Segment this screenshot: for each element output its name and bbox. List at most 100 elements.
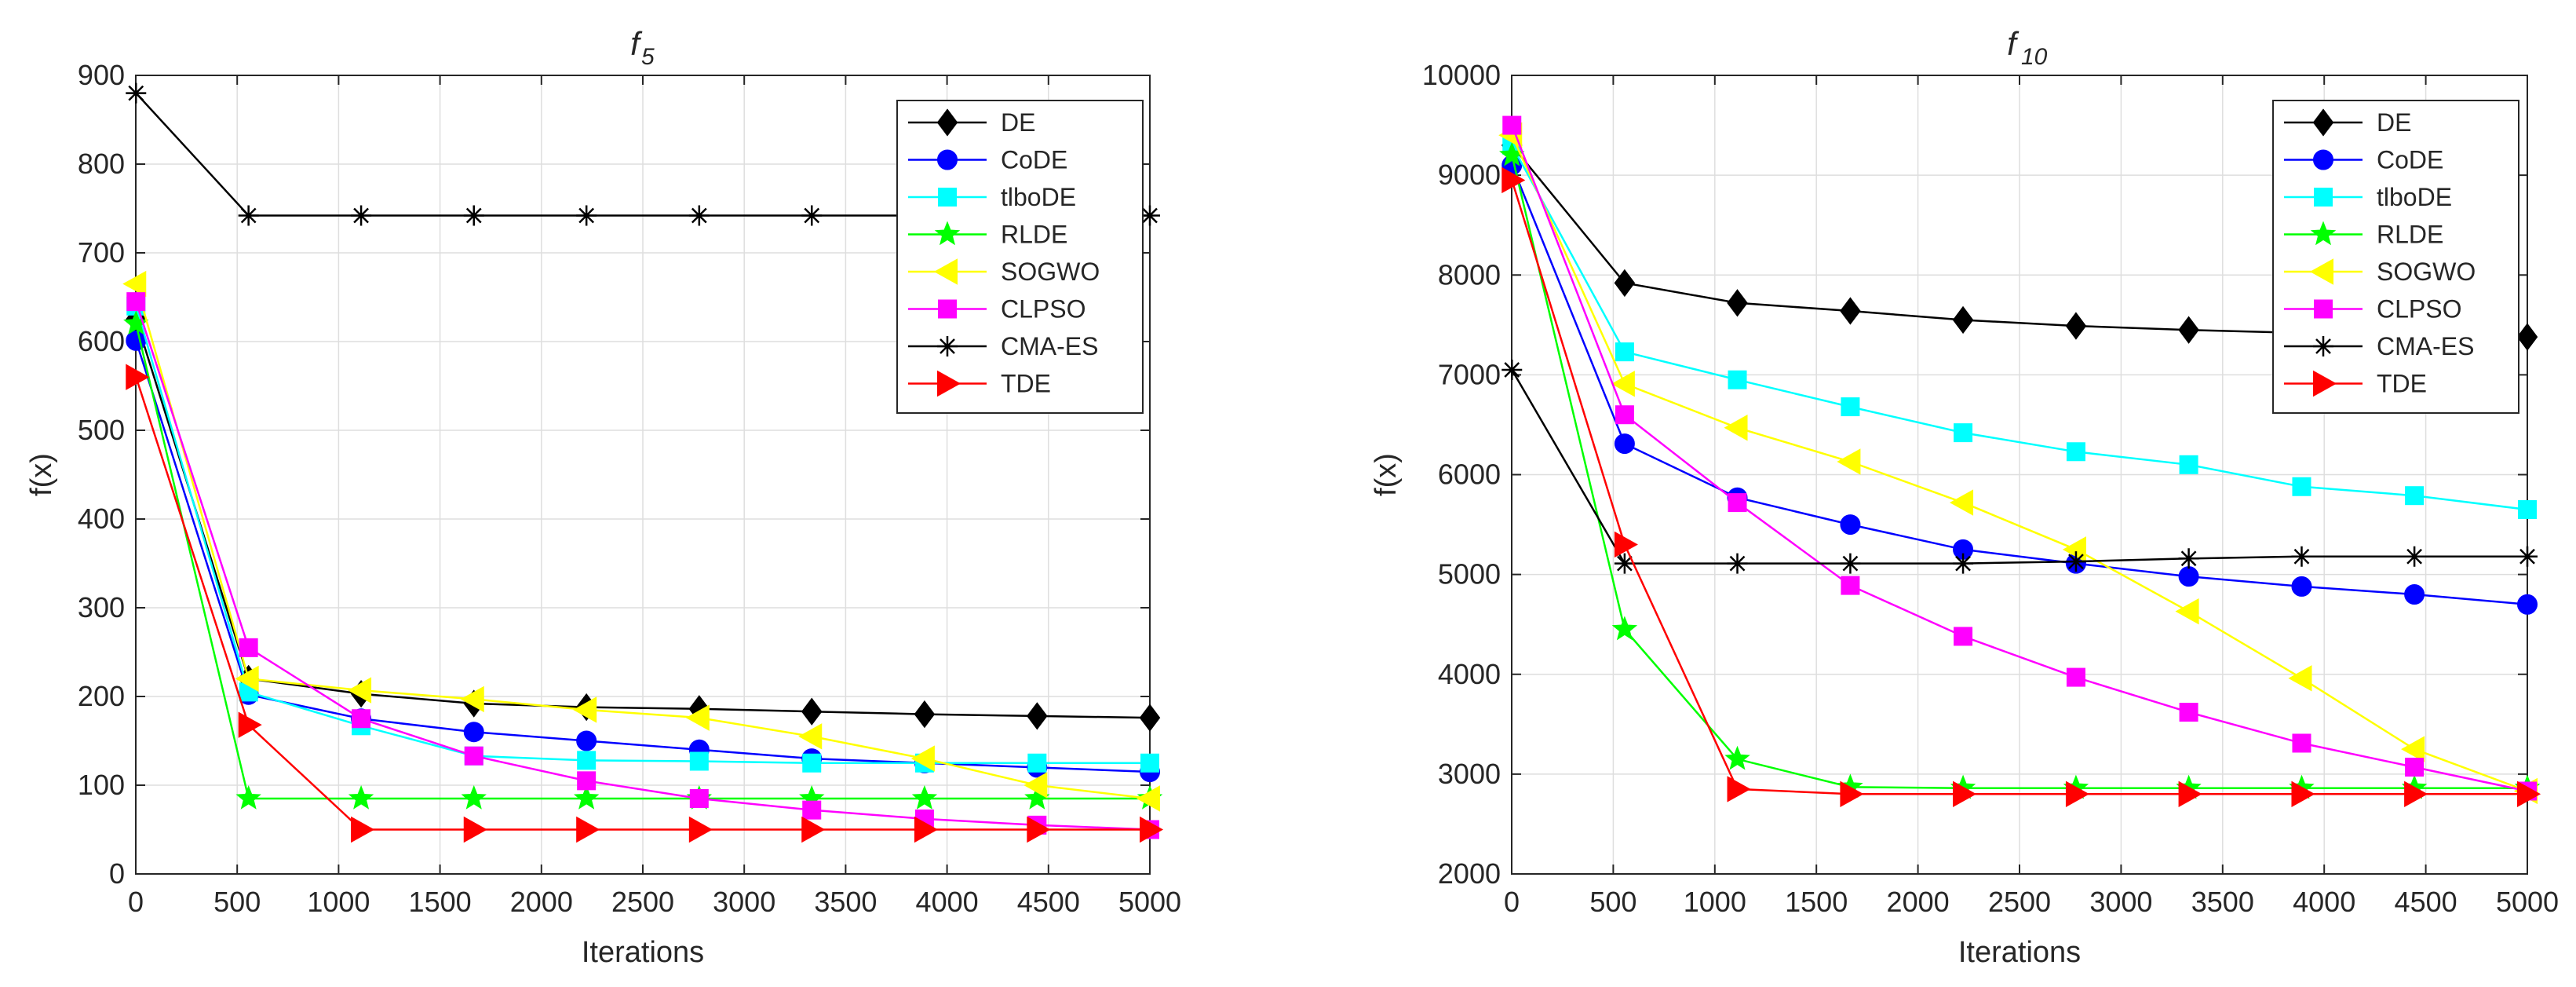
data-point-tde bbox=[126, 364, 150, 390]
series-line-tlbode bbox=[1511, 144, 2528, 511]
legend-label-de: DE bbox=[1001, 108, 1035, 137]
data-point-clpso bbox=[2292, 733, 2311, 753]
data-point-rlde bbox=[1724, 745, 1750, 770]
data-point-de bbox=[1727, 289, 1748, 317]
x-axis-label: Iterations bbox=[582, 936, 704, 969]
data-point-cma-es bbox=[688, 205, 710, 226]
data-point-tde bbox=[2291, 780, 2315, 807]
data-point-clpso bbox=[1615, 405, 1634, 425]
legend-marker-clpso bbox=[938, 299, 957, 319]
series-line-sogwo bbox=[1511, 134, 2528, 792]
legend-marker-clpso bbox=[2314, 299, 2333, 319]
legend-label-sogwo: SOGWO bbox=[2377, 258, 2476, 286]
x-tick-label: 1500 bbox=[1785, 886, 1848, 918]
data-point-tde bbox=[463, 816, 487, 843]
data-point-code bbox=[2517, 594, 2538, 615]
legend-label-cma-es: CMA-ES bbox=[1001, 332, 1098, 360]
x-tick-label: 3500 bbox=[2191, 886, 2254, 918]
data-point-cma-es bbox=[2291, 546, 2312, 567]
legend: DE CoDE tlboDE RLDE SOGWO CLPSO CMA-ES TDE bbox=[896, 100, 1144, 414]
legend-marker-tlbode bbox=[938, 188, 957, 207]
data-point-clpso bbox=[802, 800, 822, 820]
series-tde bbox=[126, 364, 1164, 843]
x-tick-label: 4000 bbox=[2293, 886, 2355, 918]
data-point-tlbode bbox=[1728, 370, 1747, 389]
data-point-rlde bbox=[461, 784, 487, 810]
data-point-clpso bbox=[239, 638, 258, 657]
legend-marker-sogwo bbox=[933, 258, 958, 285]
legend-marker-sogwo bbox=[2309, 258, 2333, 285]
data-point-clpso bbox=[352, 709, 371, 729]
series-cma-es bbox=[1501, 360, 2538, 574]
data-point-clpso bbox=[2066, 667, 2085, 687]
x-tick-label: 2000 bbox=[1887, 886, 1950, 918]
x-tick-label: 0 bbox=[1504, 886, 1520, 918]
data-point-tde bbox=[2065, 780, 2090, 807]
legend-label-tde: TDE bbox=[2377, 370, 2427, 398]
data-point-code bbox=[2178, 566, 2199, 587]
chart-title-subscript: 10 bbox=[2021, 44, 2048, 70]
data-point-tlbode bbox=[2066, 442, 2085, 462]
data-point-de bbox=[914, 700, 936, 729]
chart-f5: 0 500 1000 1500 2000 2500 3000 3500 4000 4500 5000… bbox=[25, 25, 1181, 969]
y-tick-label: 500 bbox=[78, 414, 125, 446]
legend-marker-tde bbox=[2313, 370, 2337, 397]
x-axis-label: Iterations bbox=[1958, 936, 2081, 969]
data-point-clpso bbox=[464, 746, 483, 766]
data-point-tde bbox=[576, 816, 600, 843]
legend-label-cma-es: CMA-ES bbox=[2377, 332, 2474, 360]
data-point-sogwo bbox=[122, 270, 147, 298]
data-point-code bbox=[576, 730, 597, 751]
legend-label-rlde: RLDE bbox=[1001, 221, 1067, 249]
legend-box bbox=[896, 100, 1144, 414]
legend-label-code: CoDE bbox=[1001, 146, 1067, 174]
x-tick-label: 1500 bbox=[409, 886, 472, 918]
data-point-sogwo bbox=[1724, 415, 1748, 441]
legend-marker-rlde bbox=[934, 221, 961, 246]
data-point-clpso bbox=[577, 771, 597, 791]
data-point-cma-es bbox=[1840, 553, 1861, 574]
data-point-tde bbox=[1840, 780, 1864, 807]
data-point-code bbox=[1614, 433, 1635, 455]
data-point-de bbox=[1840, 297, 1861, 325]
data-point-clpso bbox=[1841, 576, 1860, 595]
x-tick-label: 1000 bbox=[307, 886, 370, 918]
data-point-tlbode bbox=[577, 751, 597, 770]
series-line-cma-es bbox=[1511, 369, 2527, 565]
x-tick-label: 4500 bbox=[2395, 886, 2457, 918]
data-point-rlde bbox=[911, 784, 938, 810]
legend-label-sogwo: SOGWO bbox=[1001, 258, 1100, 286]
y-tick-label: 8000 bbox=[1438, 258, 1501, 291]
series-line-tde bbox=[135, 376, 1150, 831]
legend-marker-tde bbox=[937, 370, 961, 397]
y-tick-label: 9000 bbox=[1438, 159, 1501, 191]
y-tick-label: 400 bbox=[78, 503, 125, 535]
legend-label-tde: TDE bbox=[1001, 370, 1051, 398]
x-tick-label: 3500 bbox=[814, 886, 877, 918]
data-point-tlbode bbox=[2518, 499, 2537, 519]
data-point-rlde bbox=[573, 784, 600, 810]
data-point-tde bbox=[1727, 776, 1751, 802]
data-point-sogwo bbox=[348, 677, 372, 704]
data-point-sogwo bbox=[2401, 736, 2425, 762]
data-point-rlde bbox=[123, 310, 149, 335]
x-tick-label: 500 bbox=[1589, 886, 1636, 918]
y-tick-label: 100 bbox=[78, 769, 125, 801]
legend-marker-cma-es bbox=[2313, 336, 2333, 356]
y-axis-label: f(x) bbox=[1370, 453, 1403, 496]
data-point-cma-es bbox=[126, 82, 147, 104]
x-tick-label: 5000 bbox=[2496, 886, 2559, 918]
data-point-sogwo bbox=[685, 704, 710, 731]
legend: DE CoDE tlboDE RLDE SOGWO CLPSO CMA-ES TDE bbox=[2272, 100, 2519, 414]
data-point-tde bbox=[1140, 816, 1164, 843]
y-tick-label: 600 bbox=[78, 325, 125, 357]
data-point-de bbox=[2065, 312, 2087, 340]
data-point-sogwo bbox=[1136, 785, 1160, 812]
data-point-tlbode bbox=[2405, 486, 2425, 506]
x-tick-label: 1000 bbox=[1684, 886, 1746, 918]
data-point-tde bbox=[801, 816, 826, 843]
series-tde bbox=[1501, 166, 2541, 807]
data-point-rlde bbox=[1611, 616, 1638, 641]
data-point-tlbode bbox=[2179, 455, 2198, 474]
